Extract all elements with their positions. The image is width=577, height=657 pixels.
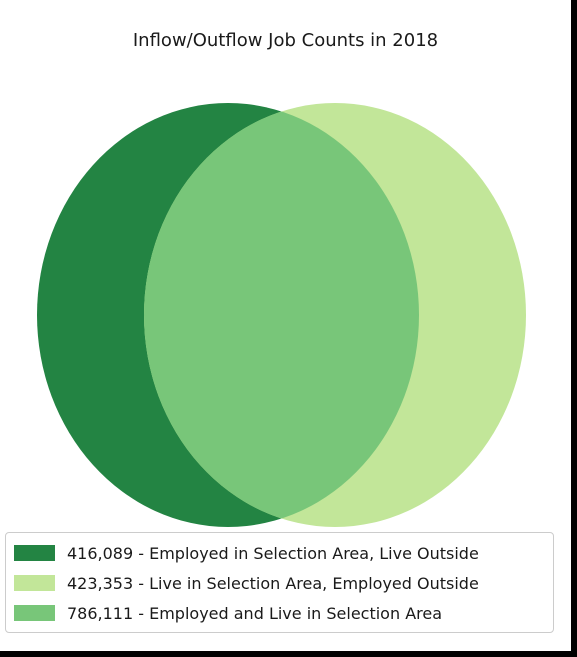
- legend-swatch: [14, 605, 55, 621]
- legend-swatch: [14, 545, 55, 561]
- legend-item-employed-live-outside: 416,089 - Employed in Selection Area, Li…: [14, 541, 479, 565]
- legend-item-live-employed-outside: 423,353 - Live in Selection Area, Employ…: [14, 571, 479, 595]
- legend-label: 416,089 - Employed in Selection Area, Li…: [67, 543, 479, 563]
- legend-label: 786,111 - Employed and Live in Selection…: [67, 603, 443, 623]
- legend-swatch: [14, 575, 55, 591]
- chart-title: Inflow/Outflow Job Counts in 2018: [132, 30, 439, 51]
- venn-overlap-employed-and-live: [144, 103, 419, 527]
- legend-label: 423,353 - Live in Selection Area, Employ…: [67, 573, 479, 593]
- legend-item-employed-and-live: 786,111 - Employed and Live in Selection…: [14, 601, 442, 625]
- legend: 416,089 - Employed in Selection Area, Li…: [5, 532, 554, 633]
